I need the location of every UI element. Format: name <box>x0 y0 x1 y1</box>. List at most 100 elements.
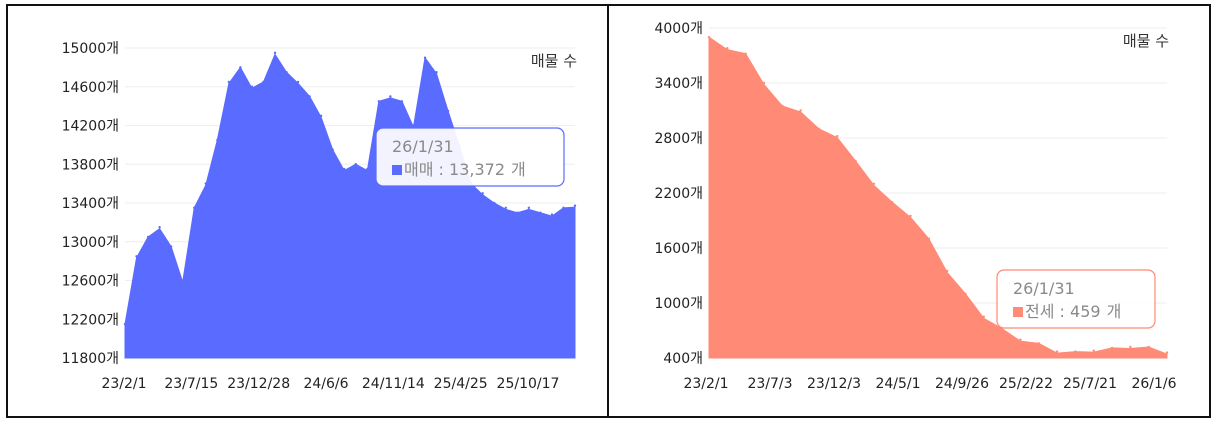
data-point <box>836 134 839 138</box>
tooltip-swatch <box>1013 307 1023 317</box>
area-series <box>708 36 1168 359</box>
series-label: 매물 수 <box>531 52 577 70</box>
data-point <box>377 100 381 103</box>
jeonse-listings-chart: 4000개 3400개 2800개 2200개 1600개 1000개 400개 23/2/1… <box>654 21 1176 392</box>
y-tick-label: 1600개 <box>654 241 703 257</box>
tooltip-series-name: 매매 <box>404 160 433 179</box>
data-point <box>412 124 415 127</box>
data-point <box>262 80 265 84</box>
y-tick-label: 2800개 <box>654 131 703 147</box>
x-tick-label: 24/11/14 <box>362 376 425 392</box>
y-tick-label: 13800개 <box>62 157 119 173</box>
tooltip-date: 26/1/31 <box>392 137 454 156</box>
data-point <box>331 148 334 151</box>
data-point <box>250 85 254 88</box>
data-point <box>400 100 404 103</box>
data-point <box>319 114 323 118</box>
data-point <box>927 237 931 241</box>
data-point <box>854 159 857 163</box>
x-tick-label: 23/7/15 <box>164 376 218 392</box>
data-point <box>982 315 985 318</box>
y-tick-label: 3400개 <box>654 76 703 92</box>
x-tick-label: 23/2/1 <box>683 376 728 392</box>
data-point <box>562 206 565 210</box>
data-point <box>181 279 184 282</box>
data-point <box>193 206 196 210</box>
data-point <box>1037 342 1040 345</box>
data-point <box>1055 350 1059 353</box>
x-tick-label: 25/4/25 <box>434 376 488 392</box>
data-point <box>446 109 450 113</box>
data-point <box>781 104 784 108</box>
data-point <box>744 52 747 55</box>
data-point <box>343 167 346 171</box>
data-point <box>481 192 484 195</box>
tooltip: 26/1/31 매매 : 13,372 개 <box>375 127 565 187</box>
data-point <box>389 95 392 98</box>
data-point <box>285 71 288 74</box>
tooltip-number: 459 <box>1070 302 1101 321</box>
x-tick-label: 25/2/22 <box>999 376 1053 392</box>
data-point <box>1165 351 1169 354</box>
tooltip-number: 13,372 <box>449 160 505 179</box>
data-point <box>216 138 219 142</box>
data-point <box>891 200 894 204</box>
data-point <box>527 206 531 210</box>
y-tick-label: 11800개 <box>62 351 119 367</box>
data-point <box>964 292 967 296</box>
y-tick-label: 1000개 <box>654 296 703 312</box>
data-point <box>423 56 427 59</box>
sale-listings-chart: 15000개 14600개 14200개 13800개 13400개 13000개 1260… <box>62 41 577 392</box>
tooltip: 26/1/31 전세 : 459 개 <box>996 269 1156 329</box>
x-tick-label: 25/10/17 <box>497 376 560 392</box>
tooltip-swatch <box>392 165 402 175</box>
tooltip-series-name: 전세 <box>1025 302 1054 321</box>
data-point <box>493 201 496 205</box>
data-point <box>296 80 300 84</box>
tooltip-value: 전세 : 459 개 <box>1025 302 1121 321</box>
y-tick-label: 13000개 <box>62 235 119 251</box>
y-tick-label: 2200개 <box>654 186 703 202</box>
data-point <box>817 127 821 131</box>
data-point <box>1147 345 1150 349</box>
x-tick-label: 24/9/26 <box>935 376 989 392</box>
data-point <box>726 46 729 50</box>
data-point <box>539 211 542 214</box>
x-tick-label: 23/12/28 <box>227 376 290 392</box>
x-tick-label: 23/2/1 <box>101 376 146 392</box>
tooltip-separator: : <box>1054 302 1070 321</box>
data-point <box>1019 338 1022 341</box>
data-point <box>135 255 138 258</box>
data-point <box>762 81 766 85</box>
y-tick-label: 15000개 <box>62 41 119 57</box>
data-point <box>1092 349 1095 352</box>
data-point <box>227 80 231 84</box>
data-point <box>158 226 161 229</box>
tooltip-value: 매매 : 13,372 개 <box>404 160 526 179</box>
data-point <box>123 322 127 326</box>
tooltip-date: 26/1/31 <box>1013 279 1075 298</box>
tooltip-box <box>996 269 1156 329</box>
y-tick-label: 14600개 <box>62 80 119 96</box>
series-label: 매물 수 <box>1123 32 1169 50</box>
data-point <box>872 182 876 186</box>
data-point <box>354 163 357 166</box>
data-point <box>366 167 369 171</box>
data-point <box>435 71 438 74</box>
data-point <box>707 35 711 39</box>
data-point <box>573 204 577 207</box>
y-tick-label: 400개 <box>663 351 703 367</box>
data-point <box>204 182 207 185</box>
data-point <box>239 66 242 69</box>
y-tick-label: 4000개 <box>654 21 703 37</box>
data-point <box>909 214 912 218</box>
data-point <box>516 211 519 214</box>
data-point <box>308 95 311 98</box>
x-tick-label: 23/12/3 <box>807 376 861 392</box>
y-tick-label: 12200개 <box>62 312 119 328</box>
tooltip-separator: : <box>433 160 449 179</box>
x-tick-label: 26/1/6 <box>1131 376 1176 392</box>
data-point <box>1110 346 1114 350</box>
y-tick-label: 12600개 <box>62 274 119 290</box>
data-point <box>146 235 150 239</box>
